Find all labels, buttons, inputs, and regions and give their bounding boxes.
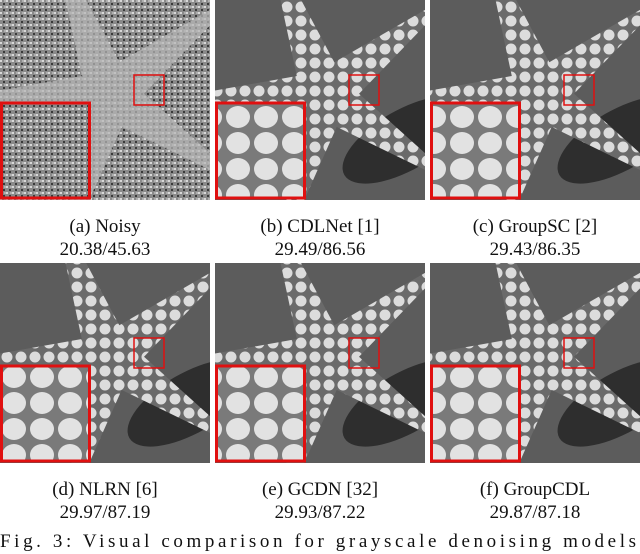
inset	[0, 364, 91, 463]
inset	[430, 364, 521, 463]
panel-label: (d) NLRN [6]	[52, 479, 158, 500]
panel-image	[0, 0, 210, 200]
zoom-box	[348, 337, 380, 369]
panel-image	[215, 263, 425, 463]
panel-metrics: 20.38/45.63	[60, 239, 151, 260]
panel-label: (f) GroupCDL	[480, 479, 590, 500]
starfish	[430, 0, 640, 200]
inset	[215, 364, 306, 463]
inset	[430, 101, 521, 200]
panel-image	[430, 0, 640, 200]
panel-metrics: 29.43/86.35	[490, 239, 581, 260]
starfish	[430, 263, 640, 463]
panel-label: (b) CDLNet [1]	[260, 216, 379, 237]
starfish	[215, 263, 425, 463]
zoom-box	[133, 337, 165, 369]
zoom-box	[348, 74, 380, 106]
inset	[0, 101, 91, 200]
zoom-box	[563, 74, 595, 106]
figure-caption: Fig. 3: Visual comparison for grayscale …	[0, 531, 636, 552]
panel-image	[0, 263, 210, 463]
starfish	[0, 263, 210, 463]
panel-image	[430, 263, 640, 463]
zoom-box	[563, 337, 595, 369]
panel-metrics: 29.97/87.19	[60, 502, 151, 523]
panel-image	[215, 0, 425, 200]
zoom-box	[133, 74, 165, 106]
panel-label: (c) GroupSC [2]	[473, 216, 598, 237]
starfish	[0, 0, 210, 200]
panel-metrics: 29.49/86.56	[275, 239, 366, 260]
inset	[215, 101, 306, 200]
panel-label: (e) GCDN [32]	[262, 479, 378, 500]
panel-metrics: 29.93/87.22	[275, 502, 366, 523]
panel-label: (a) Noisy	[69, 216, 141, 237]
starfish	[215, 0, 425, 200]
panel-metrics: 29.87/87.18	[490, 502, 581, 523]
